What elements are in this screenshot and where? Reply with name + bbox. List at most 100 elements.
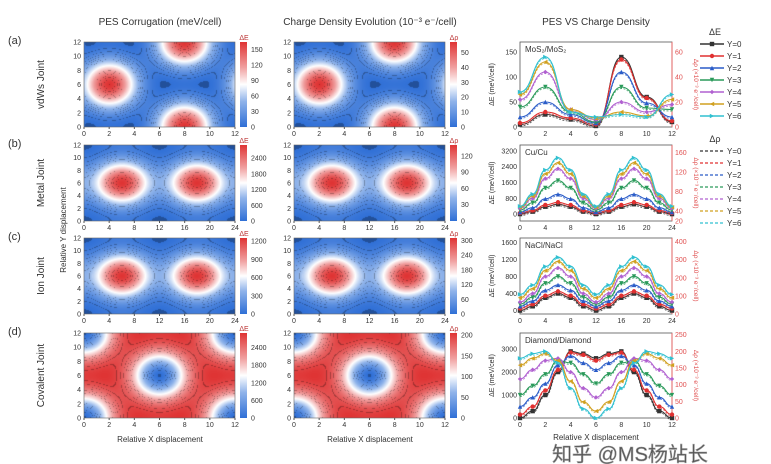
y-tick-label: 8	[77, 68, 81, 75]
data-point	[619, 167, 624, 173]
series-Y=6	[517, 54, 675, 120]
row-tag: (d)	[8, 326, 21, 338]
colorbar-tick-label: 0	[461, 125, 465, 132]
x-tick-label: 16	[181, 225, 189, 232]
data-point	[568, 353, 573, 359]
data-point	[709, 77, 715, 83]
x-tick-label: 24	[441, 318, 449, 325]
dr-axis-label: Δρ (×10⁻³ e⁻/cell)	[692, 59, 699, 110]
data-point	[593, 292, 599, 297]
data-point	[543, 202, 548, 208]
data-point	[669, 376, 675, 382]
y-tick-label: 8	[77, 168, 81, 175]
data-point	[517, 376, 523, 382]
x-tick-label: 0	[292, 318, 296, 325]
data-point	[530, 351, 535, 356]
data-point	[543, 69, 548, 75]
y-tick-label: 6	[287, 181, 291, 188]
data-point	[517, 392, 523, 398]
x-tick-label: 0	[292, 225, 296, 232]
colorbar-tick-label: 1200	[251, 239, 267, 246]
data-point	[530, 383, 535, 389]
data-point	[530, 356, 535, 361]
colorbar-tick-label: 100	[461, 374, 473, 381]
data-point	[581, 193, 586, 199]
legend-label: Y=1	[727, 52, 742, 61]
data-point	[568, 176, 573, 181]
colorbar-tick-label: 120	[251, 63, 263, 70]
data-point	[669, 97, 675, 102]
data-point	[517, 97, 523, 102]
data-point	[517, 415, 523, 421]
legend-item-de	[700, 101, 724, 107]
colorbar-tick-label: 600	[251, 275, 263, 282]
data-point	[517, 412, 523, 417]
legend-label: Y=3	[727, 76, 742, 85]
series-Y=2	[517, 353, 675, 409]
x-tick-label: 2	[317, 131, 321, 138]
data-point	[669, 92, 675, 97]
colorbar-tick-label: 150	[461, 353, 473, 360]
x-tick-label: 8	[132, 318, 136, 325]
watermark: 知乎 @MS杨站长	[552, 443, 708, 464]
y-tick-label: 10	[73, 345, 81, 352]
x-tick-label: 4	[543, 318, 547, 325]
colorbar-title: Δρ	[450, 326, 459, 333]
data-point	[631, 358, 637, 363]
heatmap-charge-a	[294, 42, 445, 127]
y-tick-label: 2	[77, 206, 81, 213]
y-tick-label: 4	[77, 193, 81, 200]
data-point	[606, 399, 611, 405]
legend-label: Y=1	[727, 159, 742, 168]
data-point	[581, 295, 586, 300]
legend-dr-title: Δρ	[709, 134, 720, 144]
data-point	[644, 281, 649, 286]
colorbar	[240, 145, 247, 221]
colorbar-tick-label: 0	[461, 416, 465, 423]
dr-dashed-line	[519, 354, 673, 414]
data-point	[517, 120, 523, 126]
colorbar-tick-label: 60	[461, 186, 469, 193]
y-tick-label: 2	[77, 299, 81, 306]
data-point	[619, 379, 624, 384]
data-point	[555, 358, 561, 363]
y-tick-label: 6	[287, 82, 291, 89]
data-point	[543, 171, 548, 177]
data-point	[657, 408, 662, 414]
data-point	[530, 298, 535, 304]
right-tick-label: 40	[675, 209, 683, 216]
data-point	[555, 166, 561, 171]
data-point	[657, 383, 662, 389]
x-tick-label: 6	[594, 131, 598, 138]
data-point	[581, 286, 586, 291]
y-tick-label: 2	[287, 110, 291, 117]
data-point	[631, 200, 637, 205]
y-tick-label: 2	[77, 401, 81, 408]
data-point	[606, 406, 611, 412]
y-tick-label: 8	[77, 359, 81, 366]
data-point	[530, 295, 535, 300]
data-point	[644, 167, 649, 173]
heatmap-frame	[293, 332, 446, 419]
heatmap-charge-b	[294, 145, 445, 221]
data-point	[606, 205, 611, 210]
data-point	[568, 288, 573, 293]
data-point	[669, 295, 675, 300]
y-axis-label: Relative Y displacement	[59, 186, 68, 272]
x-tick-label: 8	[132, 225, 136, 232]
x-tick-label: 0	[518, 318, 522, 325]
heatmap-pes-b	[84, 145, 235, 221]
data-point	[669, 107, 675, 112]
data-point	[657, 291, 662, 296]
right-tick-label: 0	[675, 312, 679, 319]
data-point	[530, 404, 535, 409]
heatmap-frame	[83, 332, 236, 419]
colorbar-tick-label: 30	[461, 80, 469, 87]
data-point	[644, 109, 649, 115]
de-axis-label: ΔE (meV/cell)	[489, 63, 496, 106]
data-point	[631, 282, 637, 288]
data-point	[543, 288, 548, 293]
data-point	[568, 167, 573, 173]
data-point	[530, 408, 535, 414]
data-point	[606, 282, 611, 288]
